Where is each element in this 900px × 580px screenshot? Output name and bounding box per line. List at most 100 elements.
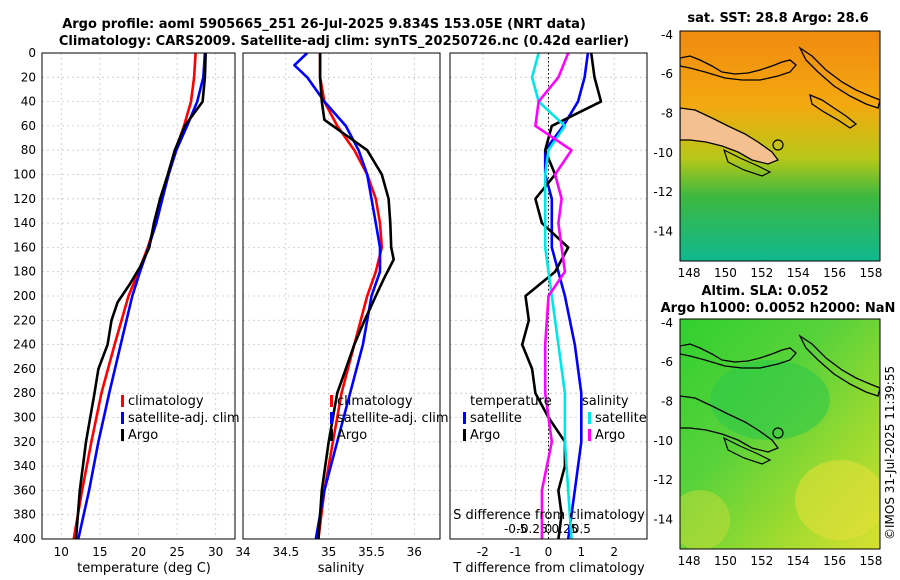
salinity-legend: climatology satellite-adj. clim Argo xyxy=(330,394,449,443)
legend-group-salinity: salinity xyxy=(582,394,629,409)
temperature-xtick-label: 20 xyxy=(131,545,146,559)
map-lat-tick-label: -12 xyxy=(653,185,673,199)
map-lat-tick-label: -4 xyxy=(661,28,673,42)
depth-tick-label: 100 xyxy=(13,168,36,182)
sla-map-axes: 148 150 152 154 156 158 -4 -6 -8 -10 -12 -14 xyxy=(653,316,882,568)
depth-tick-label: 180 xyxy=(13,265,36,279)
map-lat-tick-label: -8 xyxy=(661,395,673,409)
depth-tick-label: 260 xyxy=(13,362,36,376)
difference-xtick-label: 1 xyxy=(578,545,586,559)
temperature-xtick-label: 25 xyxy=(169,545,184,559)
difference-legend: temperature salinity satellite Argo sate… xyxy=(463,394,647,443)
sst-coast-solomon xyxy=(798,46,880,109)
map-lon-tick-label: 150 xyxy=(714,554,737,568)
depth-tick-label: 160 xyxy=(13,240,36,254)
sst-coast-new-britain xyxy=(680,55,797,81)
depth-axis: 0 20 40 60 80 100 120 140 160 180 200 220 240 260 280 3… xyxy=(13,46,36,546)
salinity-series-satellite-adj-clim xyxy=(293,53,382,539)
map-lon-tick-label: 158 xyxy=(859,266,882,280)
legend-label-s-satellite: satellite xyxy=(595,411,647,426)
depth-tick-label: 300 xyxy=(13,411,36,425)
sla-coast-png xyxy=(680,395,780,453)
sla-map-frame xyxy=(679,318,881,550)
sst-coast-island xyxy=(809,93,858,129)
figure-title-line2: Climatology: CARS2009. Satellite-adj cli… xyxy=(59,34,629,49)
legend-label-satellite: satellite-adj. clim xyxy=(337,411,449,426)
salinity-xtick-label: 35 xyxy=(321,545,336,559)
sst-map-frame xyxy=(679,30,881,262)
depth-tick-label: 200 xyxy=(13,289,36,303)
sst-map-title: sat. SST: 28.8 Argo: 28.6 xyxy=(687,11,868,26)
legend-swatch-s-satellite xyxy=(588,412,591,424)
sla-high-patch xyxy=(795,460,880,540)
sla-high-patch-sw xyxy=(680,490,730,549)
legend-label-t-argo: Argo xyxy=(470,428,500,443)
s-difference-xtick-label: -0.5 xyxy=(504,522,527,536)
legend-label-climatology: climatology xyxy=(128,394,204,409)
legend-group-temperature: temperature xyxy=(470,394,552,409)
map-lat-tick-label: -6 xyxy=(661,67,673,81)
legend-label-argo: Argo xyxy=(337,428,367,443)
salinity-series-argo xyxy=(317,53,396,539)
s-difference-xtick-label: 0.5 xyxy=(572,522,591,536)
map-lon-tick-label: 154 xyxy=(787,554,810,568)
map-lat-tick-label: -14 xyxy=(653,225,673,239)
map-lat-tick-label: -6 xyxy=(661,355,673,369)
depth-tick-label: 20 xyxy=(21,70,36,84)
sla-coast-new-britain xyxy=(680,343,797,369)
temperature-frame xyxy=(41,52,236,540)
depth-tick-label: 340 xyxy=(13,459,36,473)
legend-label-t-satellite: satellite xyxy=(470,411,522,426)
legend-label-s-argo: Argo xyxy=(595,428,625,443)
difference-xtick-label: -1 xyxy=(510,545,522,559)
difference-series-salinity-satellite xyxy=(530,53,573,539)
salinity-panel: 34 34.5 35 35.5 36 xyxy=(235,52,441,559)
temperature-xtick-label: 15 xyxy=(92,545,107,559)
legend-swatch-satellite xyxy=(330,412,333,424)
map-lon-tick-label: 148 xyxy=(678,266,701,280)
t-difference-axis-label: T difference from climatology xyxy=(452,561,645,576)
depth-tick-label: 140 xyxy=(13,216,36,230)
map-lat-tick-label: -12 xyxy=(653,473,673,487)
figure-title-line1: Argo profile: aoml 5905665_251 26-Jul-20… xyxy=(62,17,586,32)
sla-map xyxy=(679,318,881,550)
sla-map-title-line2: Argo h1000: 0.0052 h2000: NaN xyxy=(661,301,896,316)
sla-coast-islets xyxy=(722,436,772,465)
legend-swatch-argo xyxy=(330,429,333,441)
depth-tick-label: 120 xyxy=(13,192,36,206)
difference-xtick-label: -2 xyxy=(477,545,489,559)
legend-swatch-t-satellite xyxy=(463,412,466,424)
depth-tick-label: 400 xyxy=(13,532,36,546)
salinity-series-climatology xyxy=(317,53,384,539)
map-lon-tick-label: 156 xyxy=(823,266,846,280)
map-lon-tick-label: 154 xyxy=(787,266,810,280)
difference-frame xyxy=(449,52,648,540)
imos-watermark: ©IMOS 31-Jul-2025 11:39:55 xyxy=(883,366,897,540)
temperature-xtick-label: 30 xyxy=(208,545,223,559)
sst-map xyxy=(679,30,881,262)
s-difference-axis-label: S difference from climatology xyxy=(453,508,645,523)
depth-tick-label: 220 xyxy=(13,313,36,327)
map-lon-tick-label: 156 xyxy=(823,554,846,568)
map-lon-tick-label: 152 xyxy=(750,266,773,280)
map-lon-tick-label: 158 xyxy=(859,554,882,568)
sla-profile-marker xyxy=(772,427,784,439)
sla-map-title-line1: Altim. SLA: 0.052 xyxy=(702,284,829,299)
map-lon-tick-label: 152 xyxy=(750,554,773,568)
salinity-xtick-label: 34 xyxy=(235,545,250,559)
sst-field xyxy=(680,31,880,261)
salinity-axis-label: salinity xyxy=(318,561,365,576)
sla-low-patch xyxy=(710,360,830,440)
depth-tick-label: 240 xyxy=(13,338,36,352)
map-lat-tick-label: -10 xyxy=(653,146,673,160)
sst-profile-marker xyxy=(772,139,784,151)
legend-swatch-argo xyxy=(121,429,124,441)
legend-label-argo: Argo xyxy=(128,428,158,443)
depth-tick-label: 60 xyxy=(21,119,36,133)
legend-swatch-s-argo xyxy=(588,429,591,441)
temperature-axis-label: temperature (deg C) xyxy=(77,561,211,576)
difference-xtick-label: 2 xyxy=(610,545,618,559)
legend-swatch-t-argo xyxy=(463,429,466,441)
